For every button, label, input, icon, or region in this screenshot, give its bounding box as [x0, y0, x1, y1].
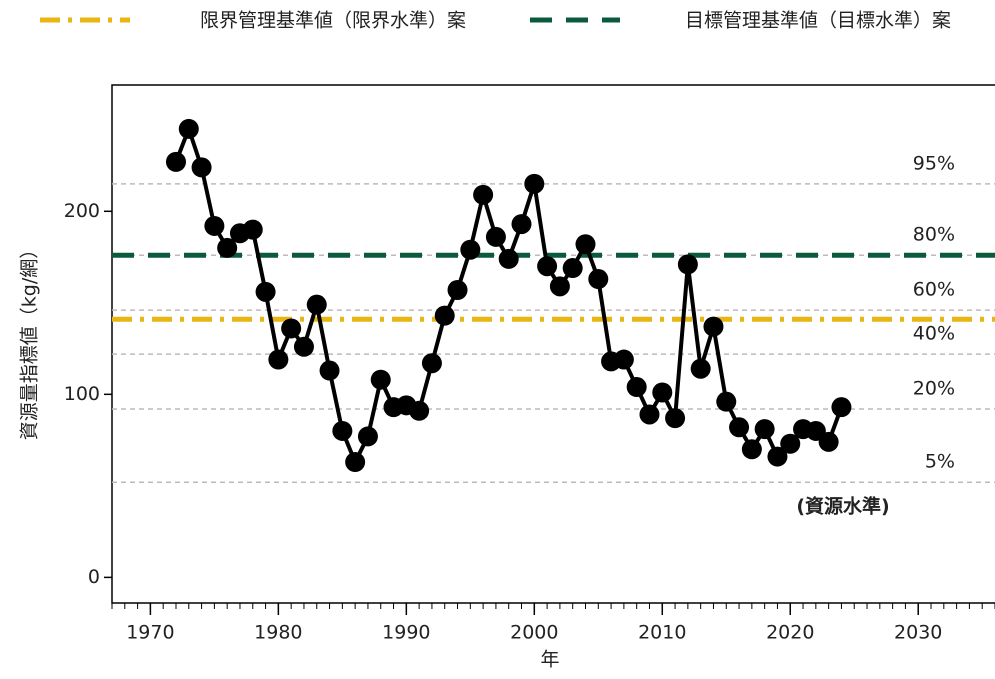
data-point	[729, 417, 750, 438]
data-line	[174, 123, 844, 467]
data-point	[511, 214, 532, 235]
data-point	[447, 280, 468, 301]
data-point	[549, 276, 570, 297]
percentile-label: 40%	[913, 323, 955, 345]
data-point	[703, 316, 724, 337]
data-point	[562, 258, 583, 279]
data-point	[217, 237, 238, 258]
data-point	[281, 318, 302, 339]
data-point	[818, 431, 839, 452]
data-point	[767, 446, 788, 467]
data-point	[613, 349, 634, 370]
data-point	[575, 234, 596, 255]
axis-frame	[111, 84, 995, 604]
data-point	[204, 215, 225, 236]
data-point	[421, 353, 442, 374]
data-point	[434, 305, 455, 326]
data-point	[255, 281, 276, 302]
data-point	[370, 369, 391, 390]
data-point	[345, 452, 366, 473]
data-point	[537, 256, 558, 277]
data-point	[754, 419, 775, 440]
x-tick-label: 1990	[382, 622, 430, 644]
data-point	[485, 226, 506, 247]
data-point	[306, 294, 327, 315]
data-point	[524, 173, 545, 194]
data-point	[165, 151, 186, 172]
data-point	[268, 349, 289, 370]
data-point	[665, 408, 686, 429]
percentile-label: 20%	[913, 377, 955, 399]
y-tick-label: 100	[64, 383, 100, 405]
annotation: (資源水準)	[796, 495, 889, 518]
data-point	[293, 336, 314, 357]
legend-label: 限界管理基準値（限界水準）案	[200, 10, 466, 32]
legend-label: 目標管理基準値（目標水準）案	[685, 10, 951, 32]
data-point	[639, 404, 660, 425]
data-point	[652, 382, 673, 403]
x-axis-label: 年	[540, 649, 559, 671]
x-tick-label: 1970	[126, 622, 174, 644]
data-point	[357, 426, 378, 447]
y-tick-label: 200	[64, 200, 100, 222]
data-point	[677, 254, 698, 275]
data-point	[626, 377, 647, 398]
x-tick-label: 2000	[510, 622, 558, 644]
x-tick-label: 2030	[894, 622, 942, 644]
data-point	[460, 239, 481, 260]
data-point	[588, 269, 609, 290]
data-point	[242, 219, 263, 240]
x-tick-label: 1980	[254, 622, 302, 644]
y-tick-label: 0	[88, 566, 100, 588]
data-point	[409, 400, 430, 421]
data-point	[780, 433, 801, 454]
y-axis-label: 資源量指標値（kg/網）	[19, 240, 41, 440]
data-point	[178, 118, 199, 139]
data-point	[690, 358, 711, 379]
data-point	[741, 439, 762, 460]
percentile-label: 80%	[913, 224, 955, 246]
data-point	[716, 391, 737, 412]
data-point	[831, 397, 852, 418]
percentile-label: 95%	[913, 152, 955, 174]
x-tick-label: 2010	[638, 622, 686, 644]
data-point	[319, 360, 340, 381]
percentile-label: 60%	[913, 279, 955, 301]
data-point	[498, 248, 519, 269]
data-point	[191, 157, 212, 178]
x-tick-label: 2020	[766, 622, 814, 644]
data-point	[473, 184, 494, 205]
percentile-label: 5%	[925, 451, 955, 473]
data-point	[332, 420, 353, 441]
